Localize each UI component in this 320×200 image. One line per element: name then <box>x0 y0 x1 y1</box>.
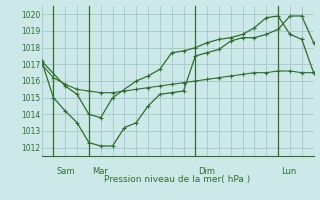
Text: Sam: Sam <box>56 167 75 176</box>
X-axis label: Pression niveau de la mer( hPa ): Pression niveau de la mer( hPa ) <box>104 175 251 184</box>
Text: Dim: Dim <box>198 167 215 176</box>
Text: Lun: Lun <box>281 167 296 176</box>
Text: Mar: Mar <box>92 167 108 176</box>
